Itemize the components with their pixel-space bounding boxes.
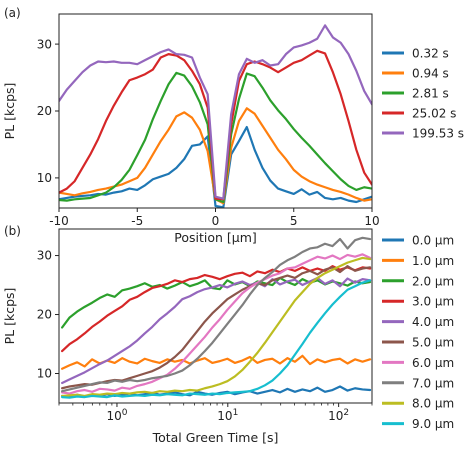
- y-axis-label: PL [kcps]: [2, 288, 17, 345]
- y-tick-label: 30: [37, 249, 52, 263]
- panel-label: (b): [4, 224, 21, 238]
- y-tick-label: 30: [37, 37, 52, 51]
- series-line-3: [61, 265, 372, 353]
- legend-label: 2.81 s: [412, 87, 449, 101]
- series-line-4: [61, 276, 372, 385]
- legend-label: 9.0 μm: [412, 417, 454, 431]
- y-axis-label: PL [kcps]: [2, 83, 17, 140]
- x-axis-label: Total Green Time [s]: [152, 430, 279, 445]
- legend-label: 7.0 μm: [412, 376, 454, 390]
- legend-label: 0.94 s: [412, 67, 449, 81]
- x-tick-label: 102: [328, 408, 349, 423]
- x-tick-label: 100: [106, 408, 127, 423]
- x-tick-label: 10: [364, 214, 379, 228]
- legend-label: 5.0 μm: [412, 336, 454, 350]
- legend-label: 1.0 μm: [412, 254, 454, 268]
- legend-label: 4.0 μm: [412, 315, 454, 329]
- legend: 0.0 μm 1.0 μm 2.0 μm 3.0 μm 4.0 μm 5.0 μm 6.0 …: [382, 234, 454, 431]
- x-tick-label: 101: [217, 408, 238, 423]
- series-line-0: [59, 125, 372, 208]
- series-line-7: [61, 236, 372, 393]
- legend-label: 6.0 μm: [412, 356, 454, 370]
- legend-label: 3.0 μm: [412, 295, 454, 309]
- axes-frame: [58, 228, 373, 404]
- panel-a: (a) -10 -5 0 5 10 10 20 30 Position [μm] PL [kcps]…: [2, 6, 464, 245]
- x-tick-label: 5: [290, 214, 298, 228]
- axes-frame: [58, 13, 373, 209]
- series-line-1: [61, 354, 372, 370]
- series-group: [59, 24, 372, 208]
- series-line-9: [61, 279, 372, 399]
- legend: 0.32 s 0.94 s 2.81 s 25.02 s 199.53 s: [382, 47, 464, 141]
- legend-label: 8.0 μm: [412, 397, 454, 411]
- legend-label: 0.0 μm: [412, 234, 454, 248]
- series-line-8: [61, 256, 372, 398]
- series-line-3: [59, 49, 372, 201]
- panel-b: (b) 100 101 102 10 20 30 Total Green Time [s] PL…: [2, 224, 454, 445]
- x-axis-label: Position [μm]: [174, 230, 257, 245]
- legend-label: 2.0 μm: [412, 274, 454, 288]
- x-tick-label: -10: [49, 214, 69, 228]
- y-tick-label: 10: [37, 171, 52, 185]
- y-tick-label: 10: [37, 367, 52, 381]
- series-group: [61, 236, 372, 399]
- x-tick-label: 0: [212, 214, 220, 228]
- series-line-4: [59, 24, 372, 200]
- legend-label: 199.53 s: [412, 127, 464, 141]
- y-tick-label: 20: [37, 308, 52, 322]
- series-line-2: [61, 276, 372, 329]
- series-line-0: [61, 385, 372, 399]
- panel-label: (a): [4, 6, 21, 20]
- x-tick-label: -5: [131, 214, 143, 228]
- legend-label: 25.02 s: [412, 107, 456, 121]
- legend-label: 0.32 s: [412, 47, 449, 61]
- y-tick-label: 20: [37, 104, 52, 118]
- series-line-6: [61, 253, 372, 395]
